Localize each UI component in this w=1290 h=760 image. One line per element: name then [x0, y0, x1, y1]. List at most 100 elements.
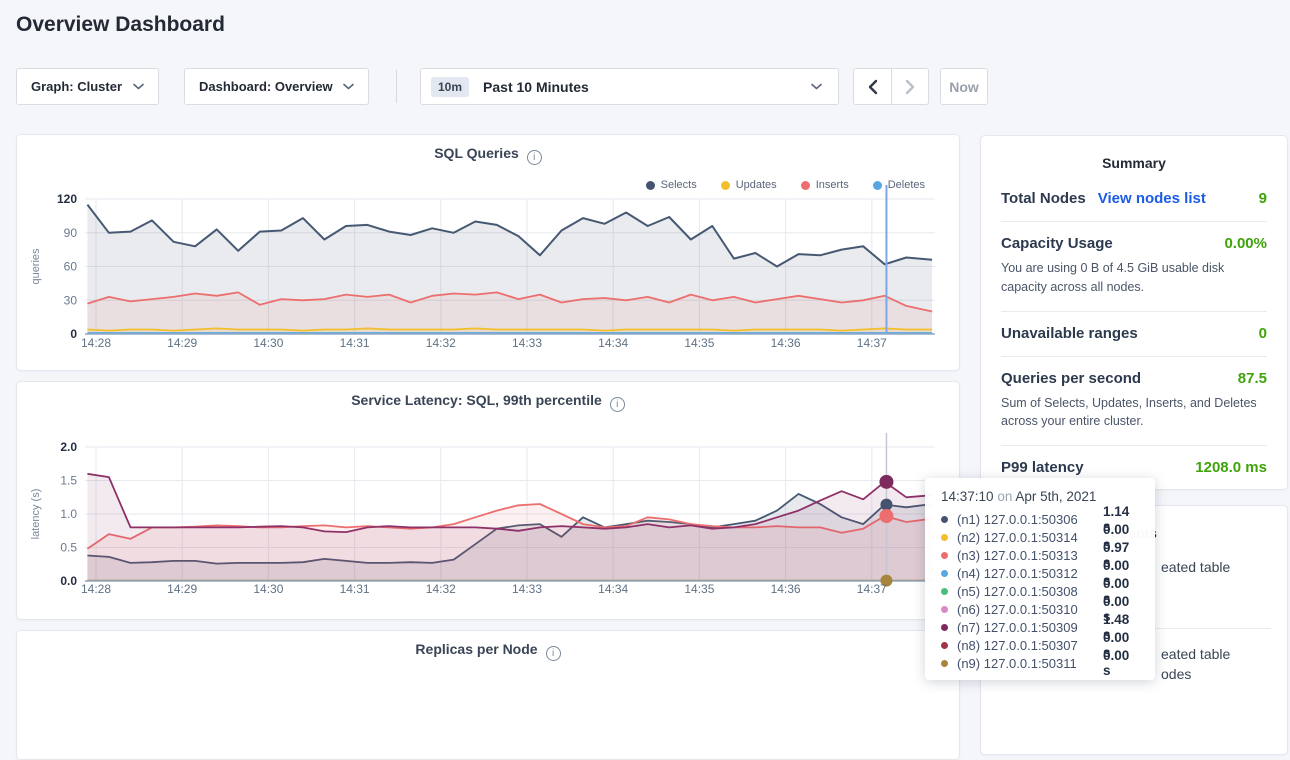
tooltip-node-value: 1.48 s: [1103, 612, 1130, 642]
y-tick-label: 30: [64, 293, 78, 307]
x-tick-label: 14:33: [512, 582, 542, 596]
chevron-down-icon: [133, 83, 144, 90]
tooltip-node-label: (n9) 127.0.0.1:50311: [957, 655, 1077, 671]
summary-row-label: Total Nodes: [1001, 190, 1086, 207]
x-tick-label: 14:35: [684, 336, 714, 350]
chevron-down-icon: [811, 83, 822, 90]
tooltip-timestamp: 14:37:10 on Apr 5th, 2021: [941, 489, 1097, 504]
legend-label: Deletes: [887, 179, 925, 191]
legend-dot-icon: [645, 180, 655, 190]
series-color-dot-icon: [941, 659, 948, 667]
info-icon[interactable]: i: [526, 150, 542, 165]
time-range-badge: 10m: [431, 76, 470, 97]
time-forward-button[interactable]: [891, 69, 928, 104]
tooltip-node-label: (n3) 127.0.0.1:50313: [957, 547, 1078, 563]
hover-data-dot: [880, 574, 893, 587]
tooltip-node-value: 1.14 s: [1103, 504, 1130, 534]
view-nodes-list-link[interactable]: View nodes list: [1097, 190, 1206, 207]
series-color-dot-icon: [941, 587, 948, 595]
legend-dot-icon: [800, 180, 810, 190]
y-tick-label: 120: [57, 192, 77, 206]
x-tick-label: 14:32: [426, 336, 456, 350]
x-tick-label: 14:37: [857, 582, 887, 596]
sql-queries-chart[interactable]: 0 30 60 90 120 14:28 14:29 14:30 14:31 14:32 14:33…: [17, 135, 961, 372]
summary-row: Capacity Usage 0.00% You are using 0 B of …: [1001, 222, 1267, 312]
y-axis-unit-label: queries: [30, 248, 42, 285]
series-color-dot-icon: [941, 605, 948, 613]
summary-row-value: 1208.0 ms: [1195, 459, 1267, 476]
replicas-per-node-chart-title: Replicas per Node i: [17, 641, 959, 661]
dashboard-dropdown[interactable]: Dashboard: Overview: [184, 68, 369, 105]
tooltip-node-row: (n3) 127.0.0.1:50313 0.97 s: [941, 540, 1139, 570]
legend-label: Inserts: [815, 179, 849, 191]
tooltip-node-label: (n1) 127.0.0.1:50306: [957, 511, 1078, 527]
chevron-left-icon: [868, 79, 877, 94]
legend-label: Selects: [660, 179, 697, 191]
chevron-down-icon: [343, 83, 354, 90]
summary-row: Unavailable ranges 0: [1001, 312, 1267, 357]
series-color-dot-icon: [941, 533, 948, 541]
sql-queries-chart-title: SQL Queries i: [17, 145, 959, 165]
tooltip-node-label: (n5) 127.0.0.1:50308: [957, 583, 1078, 599]
y-tick-label: 0.5: [60, 541, 77, 555]
y-tick-label: 1.5: [60, 474, 77, 488]
legend-item-deletes[interactable]: Deletes: [872, 179, 925, 191]
y-tick-label: 2.0: [60, 440, 77, 454]
hover-data-dot: [879, 509, 894, 524]
series-line-Selects: [86, 203, 933, 268]
info-icon[interactable]: i: [545, 646, 561, 661]
event-text-fragment: odes: [1161, 666, 1192, 682]
tooltip-node-rows: (n1) 127.0.0.1:50306 1.14 s (n2) 127.0.0.1…: [941, 504, 1139, 678]
series-area-(n3) 127.0.0.1:50313: [87, 504, 933, 581]
sql-queries-legend: Selects Updates Inserts Deletes: [645, 179, 925, 191]
summary-row-label: Unavailable ranges: [1001, 324, 1138, 342]
x-tick-label: 14:36: [771, 582, 801, 596]
graph-dropdown-label: Graph: Cluster: [31, 79, 123, 94]
info-icon[interactable]: i: [609, 397, 625, 412]
event-text-fragment: eated table: [1161, 646, 1231, 662]
series-line-(n3) 127.0.0.1:50313: [86, 503, 933, 550]
series-area-(n1) 127.0.0.1:50306: [87, 493, 933, 581]
series-line-Updates: [87, 327, 933, 332]
x-tick-label: 14:28: [81, 582, 111, 596]
x-tick-label: 14:30: [253, 336, 283, 350]
y-tick-label: 1.0: [60, 507, 77, 521]
series-color-dot-icon: [941, 515, 948, 523]
legend-dot-icon: [720, 180, 730, 190]
series-color-dot-icon: [941, 569, 948, 577]
x-tick-label: 14:31: [340, 582, 370, 596]
legend-item-inserts[interactable]: Inserts: [800, 179, 849, 191]
tooltip-node-label: (n6) 127.0.0.1:50310: [957, 601, 1078, 617]
summary-row-value: 0: [1258, 324, 1267, 342]
tooltip-node-row: (n2) 127.0.0.1:50314 0.00 s: [941, 522, 1139, 552]
summary-rows: Total Nodes View nodes list 9 Capacity Usag…: [981, 177, 1287, 490]
graph-dropdown[interactable]: Graph: Cluster: [16, 68, 159, 105]
dashboard-dropdown-label: Dashboard: Overview: [199, 79, 333, 94]
summary-row-description: You are using 0 B of 4.5 GiB usable disk…: [1001, 261, 1225, 294]
tooltip-node-row: (n8) 127.0.0.1:50307 0.00 s: [941, 630, 1139, 660]
tooltip-node-row: (n9) 127.0.0.1:50311 0.00 s: [941, 648, 1139, 678]
summary-row: Total Nodes View nodes list 9: [1001, 177, 1267, 222]
service-latency-chart[interactable]: 0.0 0.5 1.0 1.5 2.0 14:28 14:29 14:30 14:31 14:32…: [17, 382, 961, 621]
now-button[interactable]: Now: [940, 68, 988, 105]
legend-label: Updates: [735, 179, 777, 191]
x-tick-label: 14:37: [857, 336, 887, 350]
time-range-dropdown[interactable]: 10m Past 10 Minutes: [420, 68, 839, 105]
x-tick-label: 14:28: [81, 336, 111, 350]
legend-item-updates[interactable]: Updates: [720, 179, 777, 191]
series-color-dot-icon: [941, 623, 948, 631]
legend-item-selects[interactable]: Selects: [645, 179, 697, 191]
x-tick-label: 14:34: [598, 336, 628, 350]
series-color-dot-icon: [941, 551, 948, 559]
summary-row-value: 9: [1258, 190, 1267, 207]
x-tick-label: 14:29: [167, 582, 197, 596]
x-tick-label: 14:34: [598, 582, 628, 596]
y-tick-label: 0.0: [60, 574, 77, 588]
x-tick-label: 14:32: [426, 582, 456, 596]
time-back-button[interactable]: [854, 69, 891, 104]
tooltip-node-value: 0.97 s: [1103, 540, 1130, 570]
summary-panel: Summary Total Nodes View nodes list 9 Capac…: [980, 135, 1288, 490]
sql-queries-chart-panel: SQL Queries i Selects Updates Inserts Delete…: [16, 134, 960, 371]
now-button-label: Now: [949, 78, 979, 95]
series-line-(n7) 127.0.0.1:50309: [87, 472, 933, 534]
